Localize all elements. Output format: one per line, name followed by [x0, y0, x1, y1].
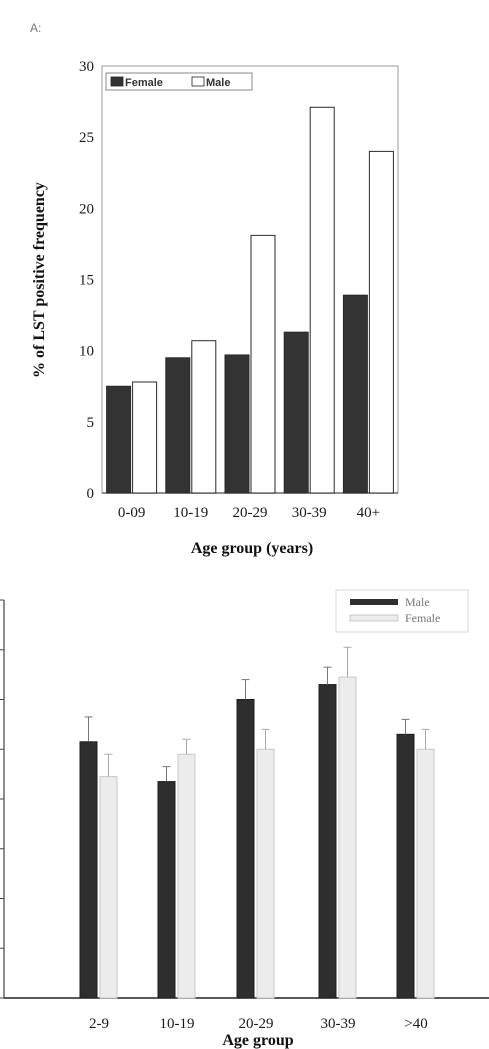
- bar-female-10-19: [165, 357, 191, 494]
- y-tick-labels-a: 0 5 10 15 20 25 30: [79, 59, 94, 502]
- legend-a: Female Male: [105, 72, 253, 91]
- legend-swatch-male-a: [191, 76, 205, 87]
- bar-b-male-20-29: [236, 699, 255, 999]
- bar-b-male-10-19: [157, 781, 176, 999]
- x-tick-labels-b: 2-9 10-19 20-29 30-39 >40: [89, 1016, 428, 1032]
- x-tick-label-a: 20-29: [233, 505, 268, 521]
- y-tick-label-a: 5: [87, 415, 95, 431]
- bar-b-female-10-19: [177, 753, 196, 999]
- panel-label-a: A:: [30, 21, 41, 35]
- y-tick-label-a: 20: [79, 201, 94, 217]
- bar-male-20-29: [250, 234, 276, 494]
- x-tick-label-b: 2-9: [89, 1016, 109, 1032]
- x-tick-label-b: >40: [404, 1016, 427, 1032]
- legend-label-female-b: Female: [405, 611, 440, 625]
- bar-b-male-2-9: [79, 741, 98, 999]
- legend-swatch-female-b: [349, 614, 399, 622]
- chart-a: A: 0 5 10 15 20 25 30 0-09 10-19 20-29 30-39 40+ %…: [30, 21, 399, 557]
- bar-female-40: [342, 294, 368, 494]
- bar-b-female-30-39: [338, 676, 357, 999]
- chart-b: 2-9 10-19 20-29 30-39 >40 Age group Male Fem…: [0, 589, 489, 1049]
- bar-female-20-29: [224, 354, 250, 494]
- bar-b-female-40: [416, 748, 435, 999]
- x-axis-title-a: Age group (years): [191, 540, 313, 557]
- y-tick-label-a: 10: [79, 344, 94, 360]
- x-tick-label-a: 30-39: [292, 505, 327, 521]
- x-tick-label-a: 40+: [357, 505, 380, 521]
- legend-b: Male Female: [335, 589, 469, 633]
- legend-swatch-female-a: [110, 76, 124, 87]
- x-tick-label-b: 20-29: [239, 1016, 274, 1032]
- bar-male-0-09: [132, 381, 158, 494]
- y-tick-label-a: 15: [79, 273, 94, 289]
- x-tick-label-a: 0-09: [118, 505, 146, 521]
- bar-b-male-40: [396, 733, 415, 999]
- x-tick-label-a: 10-19: [173, 505, 208, 521]
- x-tick-label-b: 30-39: [321, 1016, 356, 1032]
- legend-label-female-a: Female: [125, 77, 163, 89]
- legend-box-a: [105, 72, 253, 91]
- x-axis-title-b: Age group: [222, 1032, 293, 1049]
- bar-b-male-30-39: [318, 684, 337, 999]
- bar-male-40: [368, 150, 394, 494]
- x-tick-labels-a: 0-09 10-19 20-29 30-39 40+: [118, 505, 380, 521]
- y-tick-label-a: 0: [87, 486, 95, 502]
- y-tick-label-a: 30: [79, 59, 94, 75]
- bars-a: [106, 106, 394, 494]
- legend-swatch-male-b: [350, 599, 398, 605]
- bars-b: [79, 646, 435, 999]
- bar-female-30-39: [283, 331, 309, 494]
- bar-b-female-2-9: [99, 776, 118, 999]
- bar-b-female-20-29: [256, 748, 275, 999]
- x-tick-label-b: 10-19: [160, 1016, 195, 1032]
- legend-box-b: [335, 589, 469, 633]
- y-tick-label-a: 25: [79, 130, 94, 146]
- legend-label-male-a: Male: [206, 77, 230, 89]
- bar-female-0-09: [106, 385, 132, 494]
- y-ticks-b: [0, 599, 4, 999]
- bar-male-10-19: [191, 340, 217, 494]
- y-axis-title-a: % of LST positive frequency: [31, 182, 48, 378]
- bar-male-30-39: [309, 106, 335, 494]
- legend-label-male-b: Male: [405, 595, 430, 609]
